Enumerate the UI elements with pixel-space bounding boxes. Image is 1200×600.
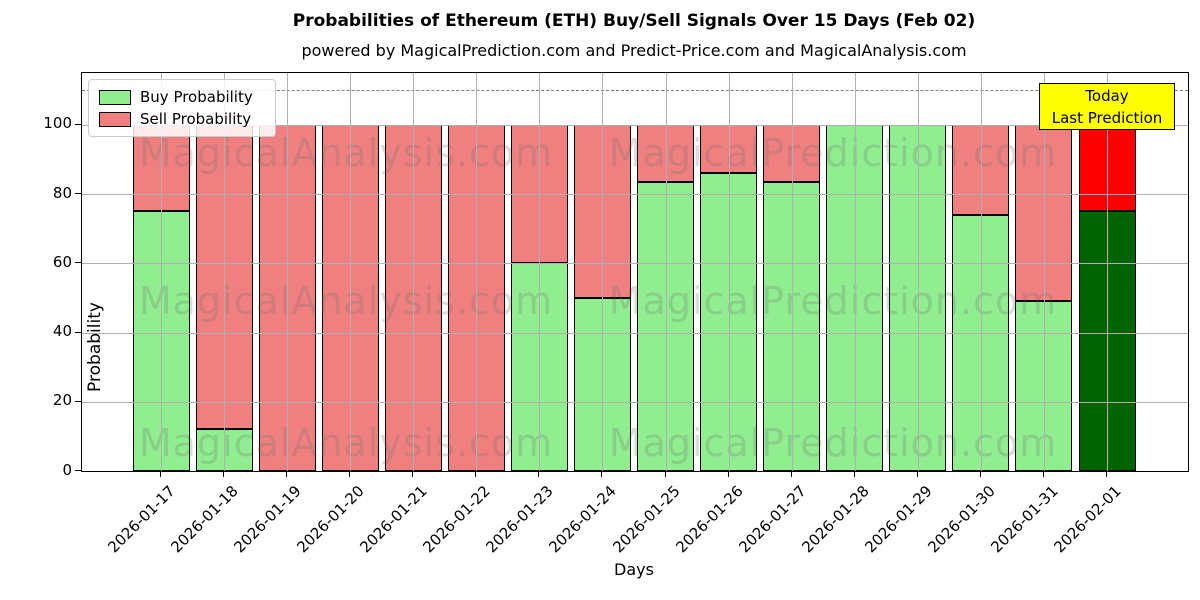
v-gridline	[665, 73, 667, 471]
legend-sell-label: Sell Probability	[140, 110, 252, 128]
x-tick-mark	[664, 471, 666, 477]
y-tick-mark	[75, 193, 81, 195]
v-gridline	[602, 73, 604, 471]
y-tick-label: 40	[52, 322, 72, 341]
watermark-text: MagicalPrediction.com	[608, 279, 1058, 323]
y-tick-mark	[75, 400, 81, 402]
v-gridline	[728, 73, 730, 471]
v-gridline	[1043, 73, 1045, 471]
today-annotation-line2: Last Prediction	[1051, 108, 1163, 127]
y-tick-label: 60	[52, 252, 72, 271]
today-annotation-line1: Today	[1085, 86, 1129, 105]
chart-title: Probabilities of Ethereum (ETH) Buy/Sell…	[292, 11, 976, 31]
x-tick-mark	[412, 471, 414, 477]
x-tick-mark	[349, 471, 351, 477]
x-tick-label: 2026-01-17	[104, 482, 179, 557]
watermark-text: MagicalAnalysis.com	[138, 421, 554, 465]
x-tick-mark	[286, 471, 288, 477]
y-tick-mark	[75, 331, 81, 333]
v-gridline	[854, 73, 856, 471]
y-tick-mark	[75, 470, 81, 471]
v-gridline	[224, 73, 226, 471]
watermark-text: MagicalAnalysis.com	[138, 131, 554, 175]
legend: Buy Probability Sell Probability	[88, 79, 276, 137]
x-tick-mark	[853, 471, 855, 477]
v-gridline	[980, 73, 982, 471]
v-gridline	[539, 73, 541, 471]
x-axis-label: Days	[614, 560, 654, 579]
x-tick-mark	[1106, 471, 1108, 477]
dashed-threshold-line	[82, 90, 1188, 92]
x-tick-mark	[790, 471, 792, 477]
h-gridline	[82, 124, 1188, 126]
h-gridline	[82, 401, 1188, 403]
v-gridline	[350, 73, 352, 471]
y-tick-mark	[75, 262, 81, 264]
v-gridline	[917, 73, 919, 471]
x-tick-mark	[1042, 471, 1044, 477]
watermark-text: MagicalPrediction.com	[608, 421, 1058, 465]
x-tick-mark	[727, 471, 729, 477]
x-tick-mark	[475, 471, 477, 477]
today-annotation: Today Last Prediction	[1039, 83, 1175, 130]
sell-color-swatch-icon	[99, 111, 131, 127]
watermark-text: MagicalPrediction.com	[608, 131, 1058, 175]
x-tick-mark	[223, 471, 225, 477]
x-tick-mark	[538, 471, 540, 477]
x-tick-mark	[160, 471, 161, 477]
v-gridline	[413, 73, 415, 471]
watermark-text: MagicalAnalysis.com	[138, 279, 554, 323]
v-gridline	[791, 73, 793, 471]
v-gridline	[287, 73, 289, 471]
legend-entry-buy: Buy Probability	[99, 86, 265, 108]
x-tick-mark	[916, 471, 918, 477]
y-tick-label: 100	[43, 114, 72, 133]
h-gridline	[82, 263, 1188, 265]
y-axis-label: Probability	[85, 302, 105, 392]
chart-subtitle: powered by MagicalPrediction.com and Pre…	[301, 41, 967, 60]
y-tick-label: 0	[62, 460, 72, 479]
x-tick-label-holder: 2026-02-01	[1050, 481, 1199, 556]
buy-color-swatch-icon	[99, 89, 131, 105]
plot-area: Probability MagicalAnalysis.com MagicalPr…	[81, 72, 1189, 472]
y-tick-label: 20	[52, 391, 72, 410]
h-gridline	[82, 332, 1188, 334]
legend-entry-sell: Sell Probability	[99, 108, 265, 130]
y-tick-label: 80	[52, 183, 72, 202]
v-gridline	[476, 73, 478, 471]
x-tick-mark	[601, 471, 603, 477]
h-gridline	[82, 194, 1188, 196]
y-tick-mark	[75, 123, 81, 125]
legend-buy-label: Buy Probability	[140, 88, 253, 106]
x-tick-mark	[979, 471, 981, 477]
v-gridline	[161, 73, 162, 471]
v-gridline	[1107, 73, 1109, 471]
